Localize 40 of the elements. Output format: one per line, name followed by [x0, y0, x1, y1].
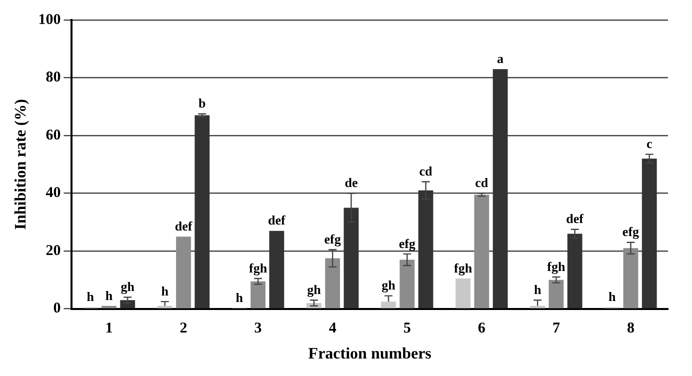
data-label: efg — [398, 236, 416, 251]
data-label: def — [566, 211, 584, 226]
x-tick-label: 7 — [552, 320, 560, 337]
x-tick-label: 3 — [254, 320, 262, 337]
y-tick-label: 80 — [46, 70, 61, 86]
x-tick-label: 2 — [180, 320, 188, 337]
data-label: c — [646, 136, 652, 152]
y-tick-label: 40 — [46, 185, 61, 202]
x-tick-label: 5 — [403, 320, 411, 337]
data-label: efg — [622, 224, 640, 240]
data-label: gh — [307, 282, 322, 297]
data-label: de — [344, 175, 358, 190]
data-label: cd — [475, 175, 489, 190]
data-label: def — [268, 212, 286, 228]
x-tick-label: 4 — [328, 320, 337, 337]
data-label: gh — [120, 279, 136, 294]
x-tick-label: 1 — [105, 320, 113, 337]
y-tick-label: 20 — [46, 242, 61, 259]
y-axis-title: Inhibition rate (%) — [12, 99, 30, 230]
data-label: efg — [324, 231, 342, 246]
data-label: h — [105, 288, 114, 303]
data-label: a — [497, 50, 504, 66]
data-label: fgh — [454, 260, 473, 276]
data-label: h — [534, 282, 542, 297]
data-label: fgh — [547, 258, 566, 274]
x-tick-label: 6 — [478, 320, 486, 337]
data-label: h — [608, 289, 616, 304]
data-label: cd — [419, 164, 434, 179]
y-tick-label: 60 — [46, 127, 61, 144]
data-label: gh — [382, 278, 396, 293]
x-axis-title: Fraction numbers — [308, 346, 432, 363]
data-label: h — [236, 290, 244, 305]
data-label: def — [174, 218, 193, 234]
data-label: h — [86, 289, 95, 304]
y-tick-label: 100 — [38, 12, 61, 28]
x-tick-label: 8 — [626, 320, 634, 337]
data-label: b — [198, 96, 206, 111]
data-label: h — [161, 283, 170, 298]
data-label: fgh — [249, 260, 268, 276]
y-tick-label: 0 — [53, 300, 61, 317]
